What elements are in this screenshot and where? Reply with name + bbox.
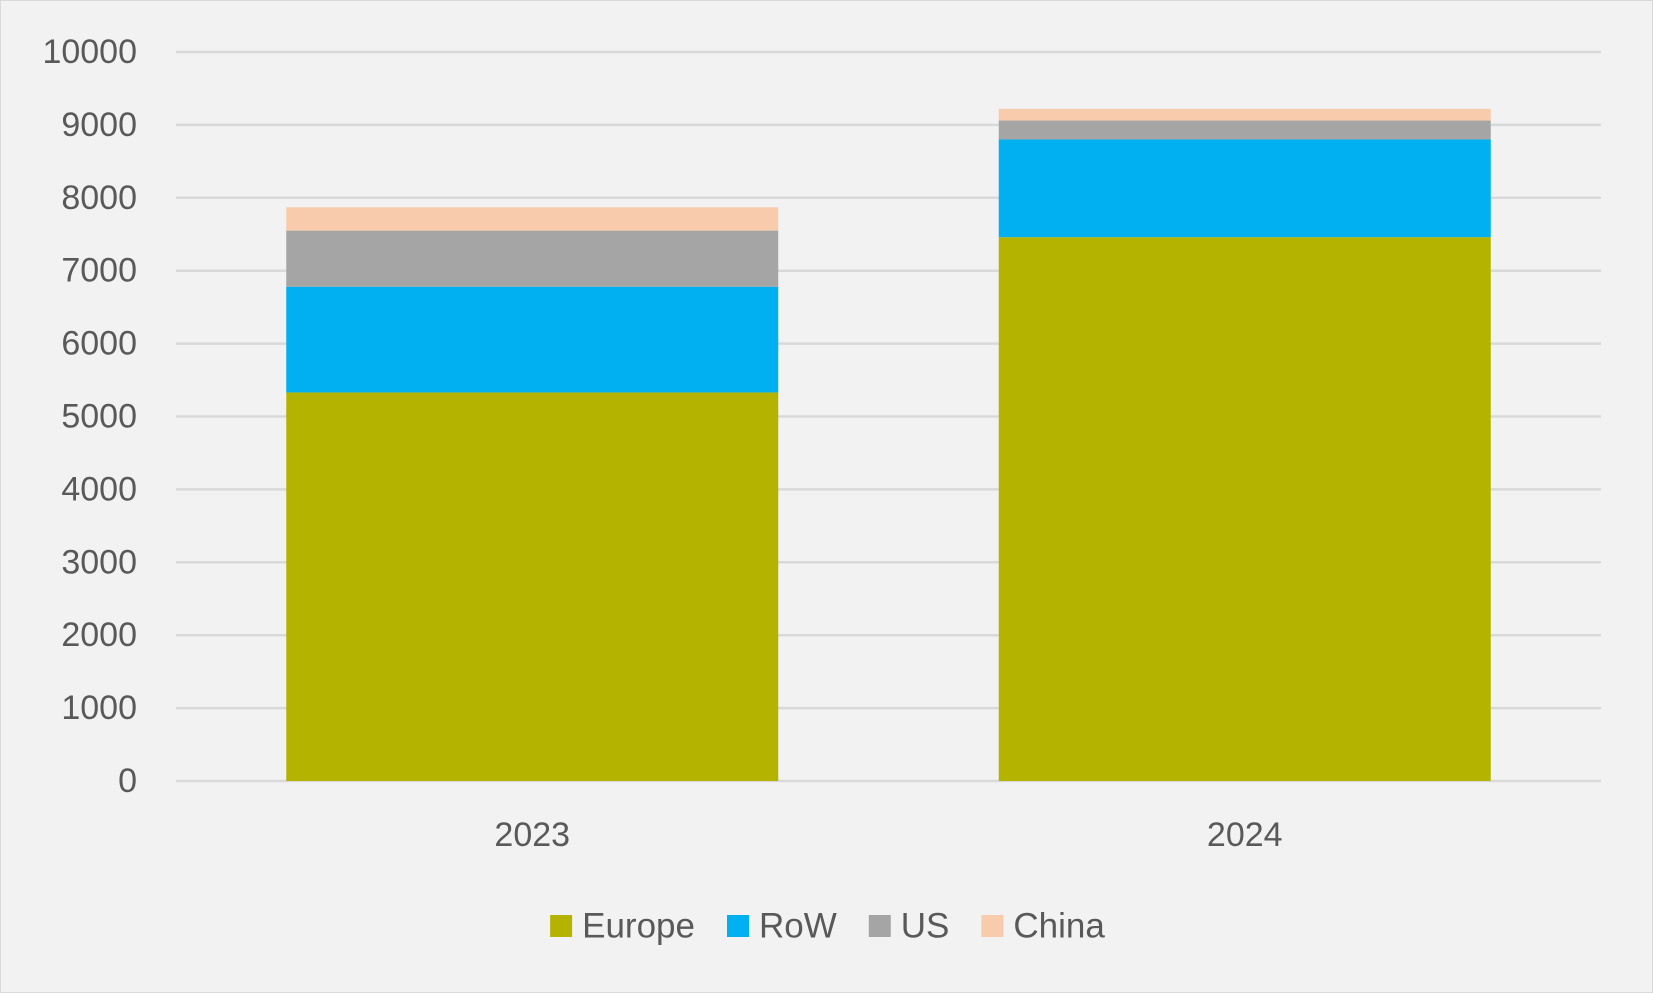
legend-swatch-us xyxy=(868,915,891,937)
bar-segment-europe-2023 xyxy=(286,392,779,781)
legend-label-row: RoW xyxy=(759,907,837,946)
legend-label-europe: Europe xyxy=(582,907,695,946)
y-tick-label: 5000 xyxy=(61,398,137,436)
x-tick-label: 2024 xyxy=(1207,816,1283,854)
x-axis: 2023 2024 xyxy=(494,816,1282,854)
y-tick-label: 8000 xyxy=(61,179,137,217)
legend-swatch-china xyxy=(981,915,1004,937)
bar-segment-row-2024 xyxy=(998,139,1491,238)
x-tick-label: 2023 xyxy=(494,816,570,854)
legend-label-china: China xyxy=(1013,907,1105,946)
bar-segment-europe-2024 xyxy=(998,237,1491,781)
legend-swatch-row xyxy=(727,915,750,937)
bar-segment-china-2023 xyxy=(286,207,779,231)
y-tick-label: 10000 xyxy=(42,33,137,71)
y-tick-label: 9000 xyxy=(61,106,137,144)
y-tick-label: 7000 xyxy=(61,252,137,290)
legend-swatch-europe xyxy=(550,915,573,937)
y-tick-label: 4000 xyxy=(61,470,137,508)
y-tick-label: 0 xyxy=(118,762,137,800)
bar-segment-china-2024 xyxy=(998,108,1491,121)
bars xyxy=(286,108,1491,781)
legend: Europe RoW US China xyxy=(550,907,1105,946)
bar-segment-us-2023 xyxy=(286,230,779,287)
y-tick-label: 1000 xyxy=(61,689,137,727)
y-tick-label: 2000 xyxy=(61,616,137,654)
bar-segment-us-2024 xyxy=(998,120,1491,140)
y-tick-label: 3000 xyxy=(61,543,137,581)
bar-segment-row-2023 xyxy=(286,286,779,393)
y-axis: 0 1000 2000 3000 4000 5000 6000 7000 8000 9000 100… xyxy=(42,33,137,800)
y-tick-label: 6000 xyxy=(61,325,137,363)
legend-label-us: US xyxy=(901,907,950,946)
